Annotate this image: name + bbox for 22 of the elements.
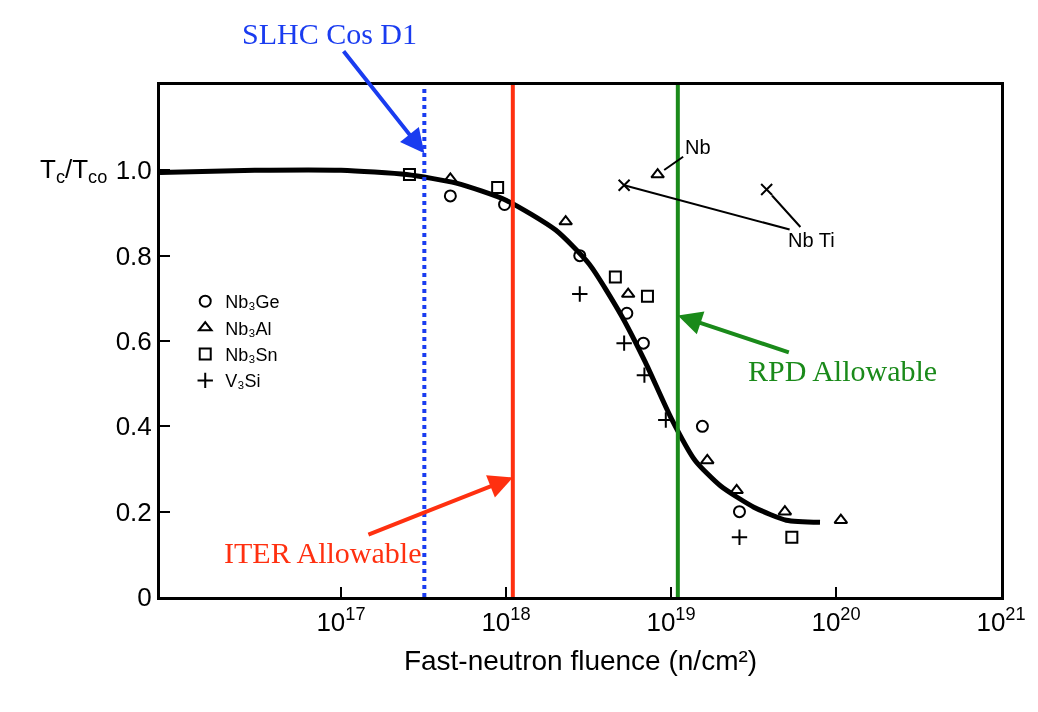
y-tick-label: 0.4 bbox=[115, 411, 152, 442]
annotation: Nb bbox=[685, 136, 711, 158]
x-tick-label: 10$^{19}$ bbox=[646, 604, 696, 638]
y-tick-label: 0.8 bbox=[115, 240, 152, 271]
ref-line-label: ITER Allowable bbox=[224, 536, 422, 569]
x-tick-label: 10$^{18}$ bbox=[481, 604, 531, 638]
y-tick-label: 0.2 bbox=[115, 496, 152, 527]
x-tick-label: 10$^{20}$ bbox=[811, 604, 861, 638]
x-tick-label: 10$^{17}$ bbox=[316, 604, 366, 638]
legend-label: V₃Si bbox=[225, 371, 261, 392]
legend-label: Nb₃Ge bbox=[225, 292, 280, 313]
y-tick-label: 1.0 bbox=[115, 155, 152, 186]
y-tick-label: 0.6 bbox=[115, 326, 152, 357]
ref-line-label: RPD Allowable bbox=[748, 354, 938, 387]
legend-label: Nb₃Sn bbox=[225, 345, 278, 366]
ref-line-label: SLHC Cos D1 bbox=[242, 17, 418, 50]
x-axis-title: Fast-neutron fluence (n/cm²) bbox=[403, 645, 758, 677]
annotation: Nb Ti bbox=[788, 229, 835, 251]
x-tick-label: 10$^{21}$ bbox=[976, 604, 1026, 638]
legend-label: Nb₃Al bbox=[225, 318, 272, 339]
y-axis-title: T$_{c}$/T$_{co}$ bbox=[40, 154, 108, 188]
y-tick-label: 0 bbox=[137, 582, 152, 613]
